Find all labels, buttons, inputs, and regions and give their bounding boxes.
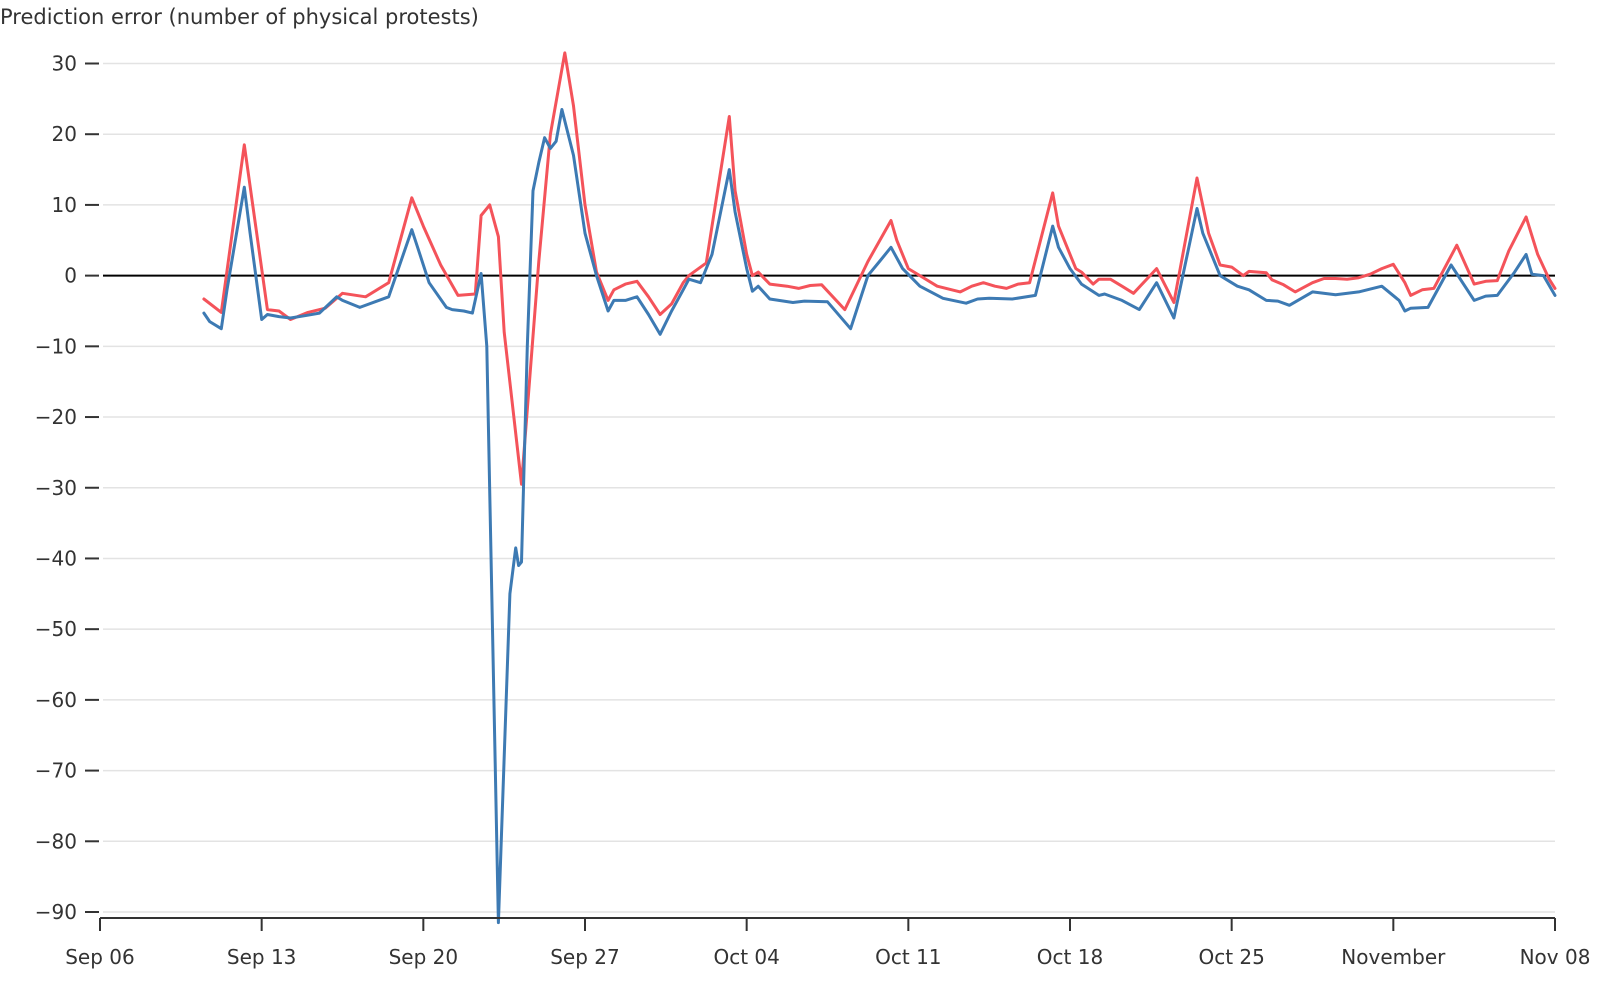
y-tick-label: −80 [35,829,77,853]
x-tick-label: Nov 08 [1520,945,1591,969]
series-lines [202,51,1557,925]
grid-lines [103,62,1555,913]
y-tick-label: −30 [35,476,77,500]
series-line-1 [202,51,1557,486]
y-tick-label: −70 [35,759,77,783]
x-tick-label: Sep 13 [227,945,297,969]
y-tick-label: −50 [35,617,77,641]
y-tick-label: −10 [35,334,77,358]
y-tick-label: −90 [35,900,77,924]
x-tick-label: Sep 20 [389,945,459,969]
y-tick-label: −40 [35,546,77,570]
y-tick-label: 10 [52,193,77,217]
x-tick-label: Sep 06 [65,945,135,969]
x-tick-label: Sep 27 [550,945,620,969]
y-tick-label: −60 [35,688,77,712]
y-axis: 30 20 10 0 −10 −20 −30 −40 −50 −60 −70 −80 −90 [35,52,99,924]
x-tick-label: Oct 25 [1198,945,1264,969]
y-tick-label: 20 [52,122,77,146]
x-tick-label: Oct 11 [875,945,941,969]
x-axis: Sep 06 Sep 13 Sep 20 Sep 27 Oct 04 Oct 11 Oct … [65,917,1591,969]
x-tick-label: November [1341,945,1446,969]
y-tick-label: 0 [64,264,77,288]
y-axis-title: Prediction error (number of physical pro… [0,5,479,29]
x-tick-label: Oct 04 [713,945,779,969]
x-tick-label: Oct 18 [1037,945,1103,969]
y-tick-label: 30 [52,52,77,76]
y-tick-label: −20 [35,405,77,429]
series-line-2 [202,108,1557,925]
